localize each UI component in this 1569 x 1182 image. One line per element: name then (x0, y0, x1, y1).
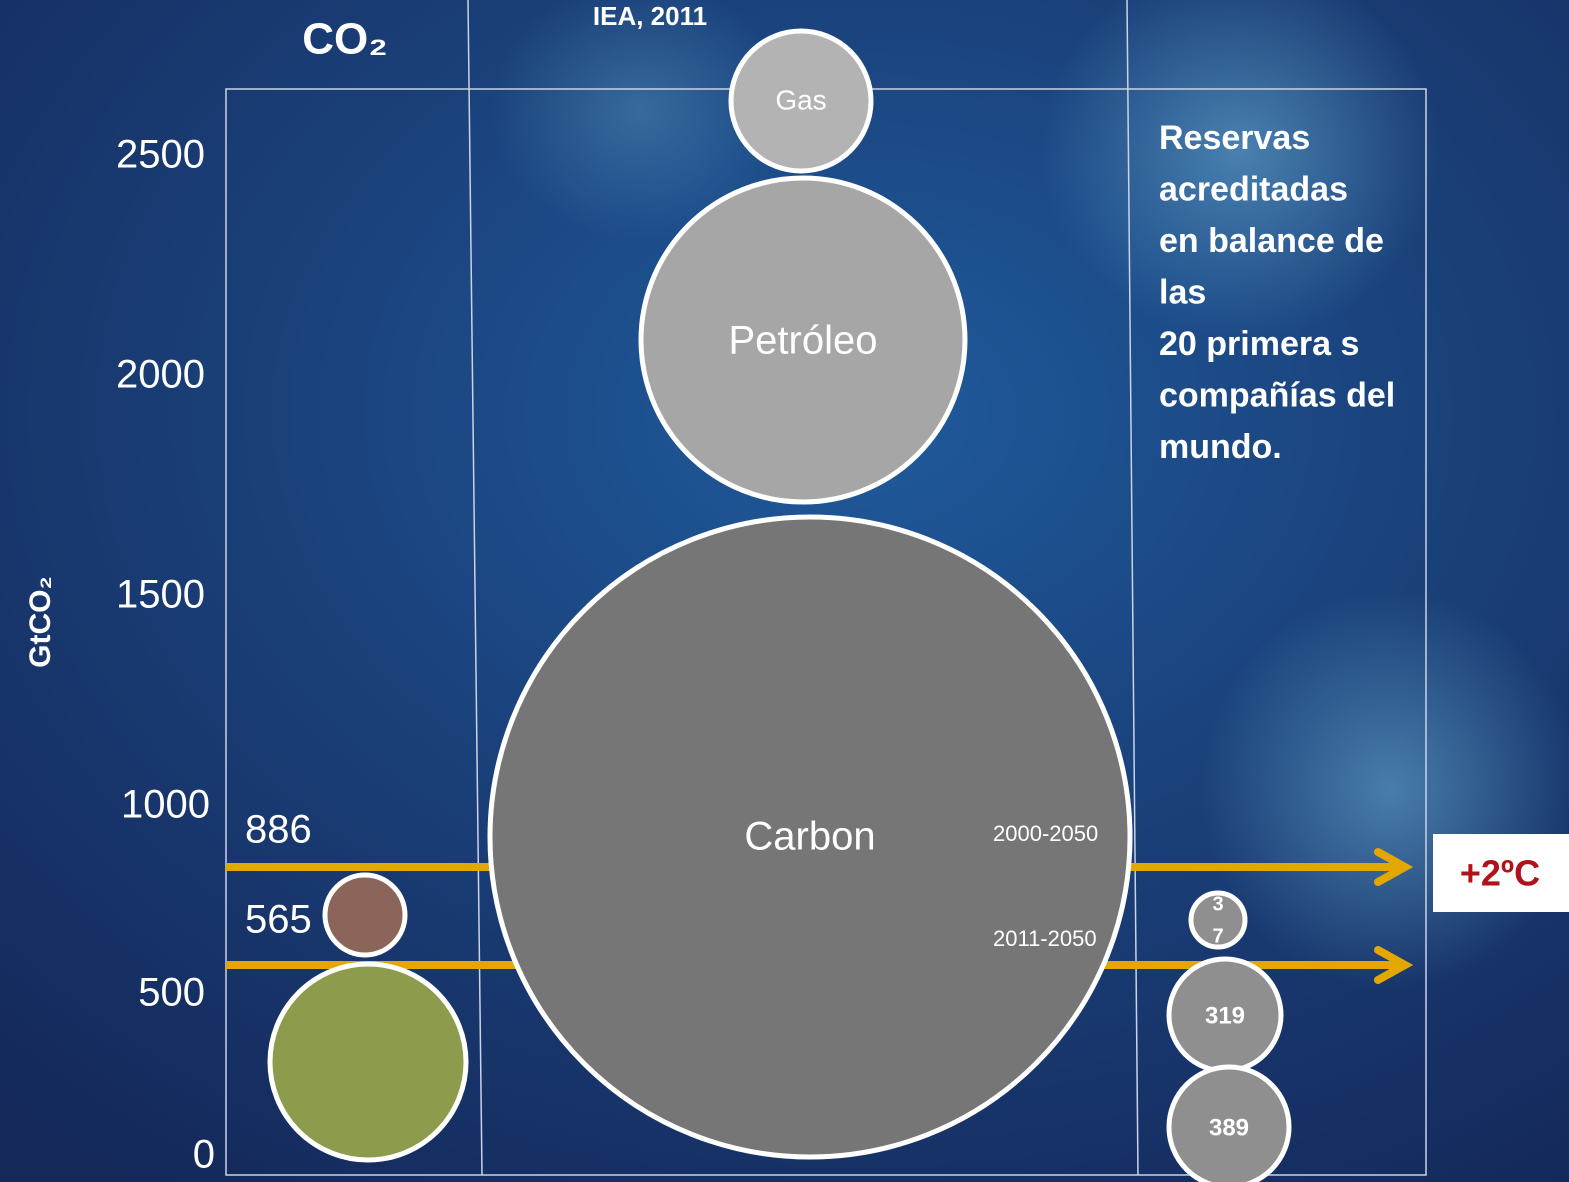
y-tick-label: 2000 (116, 353, 205, 397)
budget-value: 886 (245, 808, 312, 852)
bubble-label: Petróleo (729, 319, 878, 363)
company-bubble (1188, 890, 1248, 950)
company-bubble-label: 7 (1212, 925, 1223, 947)
reserve-bubble (728, 28, 874, 174)
budget-bubble (322, 872, 408, 958)
divider (467, 0, 483, 1176)
company-bubble-label: 3 (1212, 893, 1223, 915)
reserves-label: Reservas (1159, 119, 1310, 157)
reserve-bubble (638, 175, 968, 505)
bubble-label: Gas (775, 84, 826, 115)
reserve-bubble (487, 514, 1133, 1160)
source: IEA, 2011 (593, 1, 707, 31)
threshold-box (1433, 834, 1569, 912)
company-bubble (1166, 1064, 1292, 1182)
reserves-label: compañías del (1159, 376, 1395, 414)
reserves-label: acreditadas (1159, 170, 1348, 208)
bubble-label: Carbon (744, 815, 875, 859)
reserves-label: mundo. (1159, 428, 1282, 466)
glow (1040, 0, 1440, 340)
budget-period: 2011-2050 (993, 926, 1097, 951)
company-bubble-label: 319 (1205, 1002, 1245, 1029)
y-tick-label: 2500 (116, 133, 205, 177)
divider (1126, 0, 1139, 1176)
y-tick-label: 0 (193, 1133, 215, 1177)
glow (1200, 590, 1569, 990)
reserves-label: 20 primera s (1159, 325, 1359, 363)
y-tick-label: 1000 (121, 783, 210, 827)
budget-period: 2000-2050 (993, 821, 1098, 846)
arrow-head (1374, 848, 1414, 886)
glow (490, 0, 790, 240)
arrow-head (1374, 946, 1414, 984)
budget-bubble (267, 961, 469, 1163)
budget-value: 565 (245, 898, 312, 942)
y-axis-label: GtCO₂ (24, 576, 57, 668)
y-tick-label: 1500 (116, 573, 205, 617)
reserves-label: en balance de (1159, 222, 1384, 260)
y-tick-label: 500 (138, 971, 205, 1015)
threshold-label: +2ºC (1460, 853, 1540, 894)
title: CO₂ (302, 15, 388, 64)
company-bubble-label: 389 (1209, 1114, 1249, 1141)
reserves-label: las (1159, 273, 1206, 311)
